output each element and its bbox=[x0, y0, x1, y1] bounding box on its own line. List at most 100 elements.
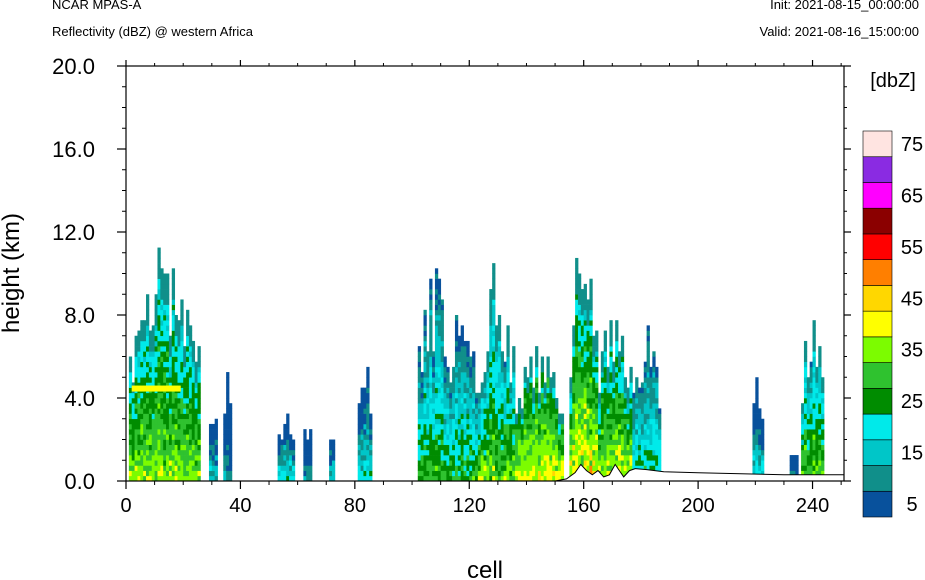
reflectivity-cell bbox=[575, 403, 579, 409]
reflectivity-cell bbox=[752, 449, 756, 456]
reflectivity-cell bbox=[157, 320, 161, 326]
reflectivity-cell bbox=[429, 351, 433, 357]
reflectivity-cell bbox=[506, 356, 510, 362]
valid-time: Valid: 2021-08-16_15:00:00 bbox=[759, 24, 920, 39]
reflectivity-cell bbox=[157, 299, 161, 305]
reflectivity-cell bbox=[452, 403, 456, 409]
reflectivity-cell bbox=[572, 398, 576, 404]
reflectivity-cell bbox=[437, 315, 442, 321]
reflectivity-cell bbox=[148, 366, 153, 373]
reflectivity-cell bbox=[577, 439, 582, 445]
reflectivity-cell bbox=[580, 377, 585, 383]
reflectivity-cell bbox=[532, 387, 536, 394]
reflectivity-cell bbox=[580, 335, 585, 342]
reflectivity-cell bbox=[188, 403, 193, 409]
reflectivity-cell bbox=[792, 470, 796, 477]
reflectivity-cell bbox=[194, 460, 198, 466]
reflectivity-cell bbox=[557, 429, 562, 435]
reflectivity-cell bbox=[454, 429, 459, 435]
reflectivity-cell bbox=[417, 413, 422, 420]
reflectivity-cell bbox=[360, 392, 364, 399]
reflectivity-cell bbox=[646, 325, 650, 331]
reflectivity-cell bbox=[363, 392, 367, 399]
reflectivity-cell bbox=[417, 351, 422, 357]
reflectivity-cell bbox=[466, 423, 470, 430]
colorbar-swatch bbox=[862, 388, 893, 415]
reflectivity-cell bbox=[423, 470, 427, 477]
reflectivity-cell bbox=[555, 465, 559, 471]
reflectivity-cell bbox=[157, 460, 161, 466]
reflectivity-cell bbox=[509, 382, 513, 388]
reflectivity-cell bbox=[360, 418, 364, 425]
reflectivity-cell bbox=[821, 382, 825, 388]
reflectivity-cell bbox=[821, 429, 825, 435]
reflectivity-cell bbox=[497, 346, 502, 352]
reflectivity-cell bbox=[606, 382, 610, 388]
reflectivity-cell bbox=[529, 398, 533, 404]
reflectivity-cell bbox=[449, 470, 453, 477]
reflectivity-cell bbox=[366, 403, 370, 409]
reflectivity-cell bbox=[483, 387, 487, 394]
reflectivity-cell bbox=[446, 366, 450, 373]
reflectivity-cell bbox=[426, 470, 430, 477]
reflectivity-cell bbox=[360, 465, 364, 471]
reflectivity-cell bbox=[194, 429, 198, 435]
reflectivity-cell bbox=[597, 418, 602, 425]
reflectivity-cell bbox=[466, 398, 470, 404]
reflectivity-cell bbox=[137, 385, 141, 392]
reflectivity-cell bbox=[134, 444, 138, 451]
reflectivity-cell bbox=[140, 356, 144, 362]
reflectivity-cell bbox=[423, 439, 427, 445]
reflectivity-cell bbox=[188, 351, 193, 357]
reflectivity-cell bbox=[140, 385, 144, 392]
reflectivity-cell bbox=[809, 387, 813, 394]
reflectivity-cell bbox=[434, 418, 439, 425]
reflectivity-cell bbox=[520, 475, 525, 481]
reflectivity-cell bbox=[440, 392, 444, 399]
y-tick-label: 20.0 bbox=[52, 54, 95, 79]
reflectivity-cell bbox=[148, 361, 153, 368]
reflectivity-cell bbox=[606, 444, 610, 451]
reflectivity-cell bbox=[495, 346, 499, 352]
reflectivity-cell bbox=[643, 444, 648, 451]
reflectivity-cell bbox=[140, 335, 144, 342]
reflectivity-cell bbox=[160, 423, 164, 430]
reflectivity-cell bbox=[180, 392, 184, 399]
reflectivity-cell bbox=[595, 439, 599, 445]
reflectivity-cell bbox=[472, 429, 476, 435]
reflectivity-cell bbox=[443, 392, 447, 399]
reflectivity-cell bbox=[492, 268, 496, 274]
reflectivity-cell bbox=[575, 283, 579, 290]
reflectivity-cell bbox=[366, 387, 370, 394]
reflectivity-cell bbox=[194, 444, 198, 451]
reflectivity-cell bbox=[646, 351, 650, 357]
reflectivity-cell bbox=[803, 356, 808, 362]
reflectivity-cell bbox=[146, 413, 150, 420]
reflectivity-cell bbox=[609, 387, 613, 394]
reflectivity-cell bbox=[646, 356, 650, 362]
reflectivity-cell bbox=[157, 398, 161, 404]
reflectivity-cell bbox=[623, 377, 627, 383]
reflectivity-cell bbox=[440, 299, 444, 305]
reflectivity-cell bbox=[532, 403, 536, 409]
colorbar-swatch bbox=[862, 490, 893, 518]
reflectivity-cell bbox=[226, 403, 230, 409]
reflectivity-cell bbox=[500, 408, 504, 414]
reflectivity-cell bbox=[606, 408, 610, 414]
reflectivity-cell bbox=[552, 465, 556, 471]
reflectivity-cell bbox=[226, 377, 230, 383]
reflectivity-cell bbox=[146, 470, 150, 477]
x-axis-label: cell bbox=[467, 557, 503, 580]
reflectivity-cell bbox=[157, 423, 161, 430]
reflectivity-cell bbox=[500, 382, 504, 388]
reflectivity-cell bbox=[575, 278, 579, 285]
reflectivity-cell bbox=[549, 455, 553, 461]
reflectivity-cell bbox=[426, 351, 430, 357]
reflectivity-cell bbox=[557, 418, 562, 425]
reflectivity-cell bbox=[443, 356, 447, 362]
reflectivity-cell bbox=[469, 434, 473, 440]
reflectivity-cell bbox=[540, 398, 545, 404]
reflectivity-cell bbox=[363, 403, 367, 409]
reflectivity-cell bbox=[157, 325, 161, 331]
reflectivity-cell bbox=[640, 439, 645, 445]
